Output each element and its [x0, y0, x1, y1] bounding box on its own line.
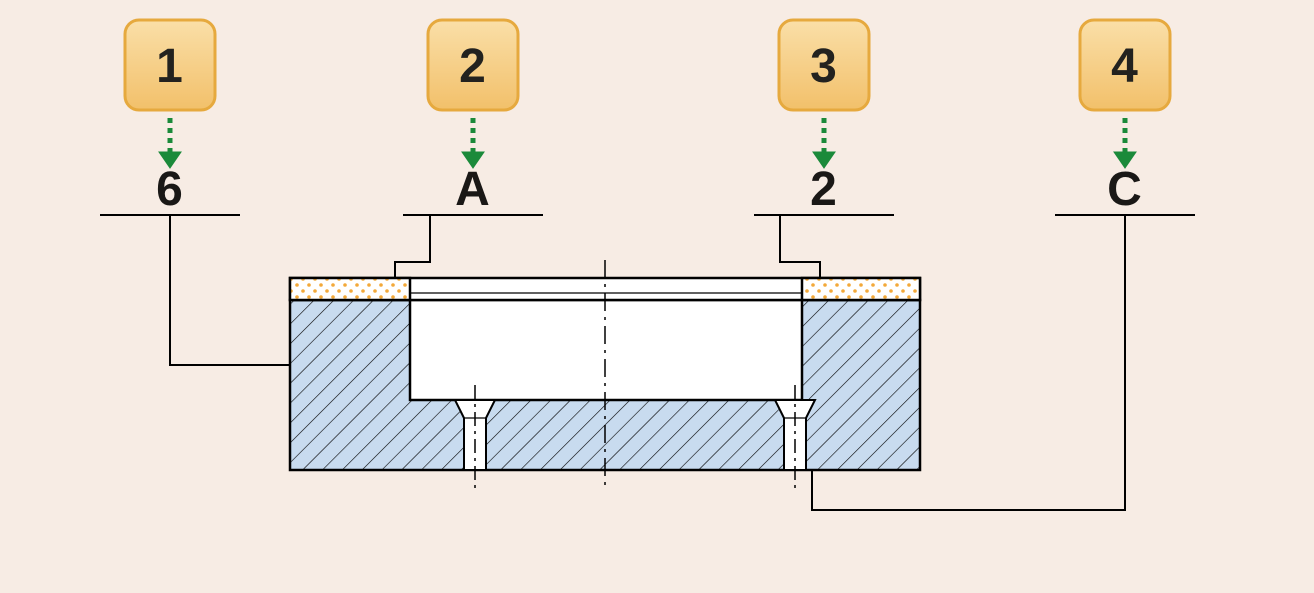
step-badge-label: 1: [156, 40, 184, 93]
value-label: 6: [156, 163, 184, 216]
value-label: C: [1107, 163, 1143, 216]
step-badge-label: 4: [1111, 40, 1139, 93]
step-badge-label: 2: [459, 40, 487, 93]
cross-section: [290, 260, 920, 490]
diagram-canvas: 1 6 2 A 3 2 4 C: [0, 0, 1314, 593]
abrasive-left: [290, 278, 410, 300]
value-label: A: [455, 163, 491, 216]
value-label: 2: [810, 163, 838, 216]
abrasive-right: [802, 278, 920, 300]
step-badge-label: 3: [810, 40, 838, 93]
